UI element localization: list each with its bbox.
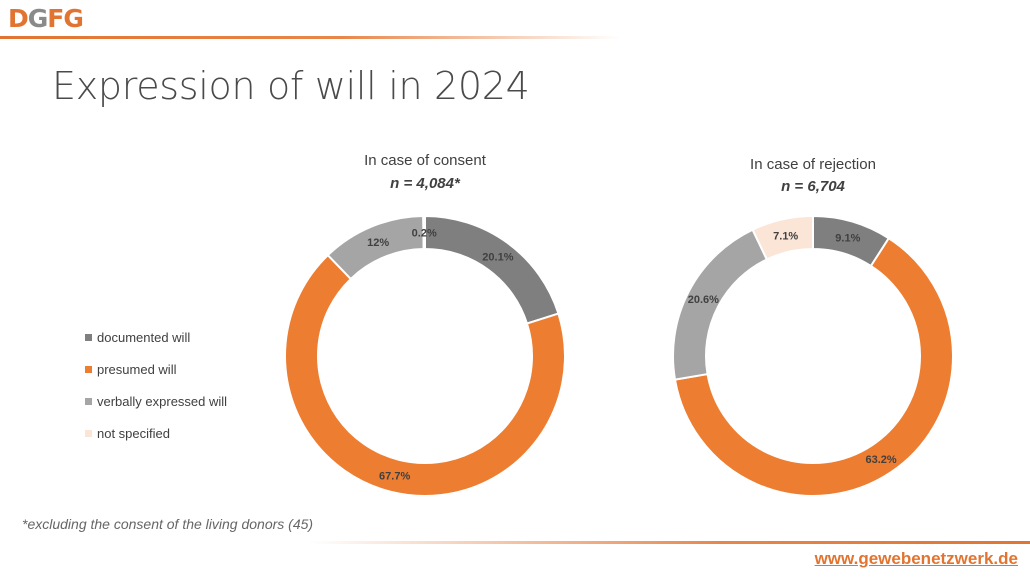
logo-letter-f: F	[47, 4, 64, 33]
chart-title-rejection: In case of rejection	[750, 156, 876, 173]
dgfg-logo: DGFG	[8, 4, 84, 33]
slice-consent-presumed-will	[284, 253, 566, 497]
data-label-consent-verbally-expressed-will: 12%	[367, 237, 389, 249]
legend-label-documented-will: documented will	[97, 330, 190, 345]
data-label-rejection-presumed-will: 63.2%	[866, 454, 897, 466]
data-label-rejection-documented-will: 9.1%	[835, 233, 860, 245]
logo-letter-g2: G	[63, 4, 84, 33]
legend-swatch-documented-will	[85, 334, 92, 341]
slice-consent-not-specified	[422, 214, 426, 251]
data-label-consent-not-specified: 0.2%	[412, 228, 437, 240]
legend-label-presumed-will: presumed will	[97, 362, 177, 377]
data-label-rejection-verbally-expressed-will: 20.6%	[688, 294, 719, 306]
data-label-rejection-not-specified: 7.1%	[773, 231, 798, 243]
legend-swatch-presumed-will	[85, 366, 92, 373]
header-divider	[0, 36, 620, 39]
footnote: *excluding the consent of the living don…	[22, 516, 314, 532]
chart-subtitle-consent: n = 4,084*	[390, 175, 461, 192]
slice-rejection-presumed-will	[673, 236, 954, 497]
footer-divider	[0, 541, 1030, 544]
chart-title-consent: In case of consent	[364, 152, 487, 169]
legend-swatch-verbally-expressed-will	[85, 398, 92, 405]
data-label-consent-documented-will: 20.1%	[482, 251, 513, 263]
slice-consent-documented-will	[424, 214, 560, 325]
legend-swatch-not-specified	[85, 430, 92, 437]
legend-label-not-specified: not specified	[97, 426, 170, 441]
logo-letter-d: D	[8, 4, 29, 33]
chart-subtitle-rejection: n = 6,704	[781, 178, 845, 195]
page-title: Expression of will in 2024	[52, 64, 530, 108]
slice-rejection-not-specified	[751, 214, 814, 261]
legend-label-verbally-expressed-will: verbally expressed will	[97, 394, 227, 409]
logo-letter-g: G	[27, 4, 49, 33]
website-link[interactable]: www.gewebenetzwerk.de	[814, 549, 1018, 568]
data-label-consent-presumed-will: 67.7%	[379, 471, 410, 483]
